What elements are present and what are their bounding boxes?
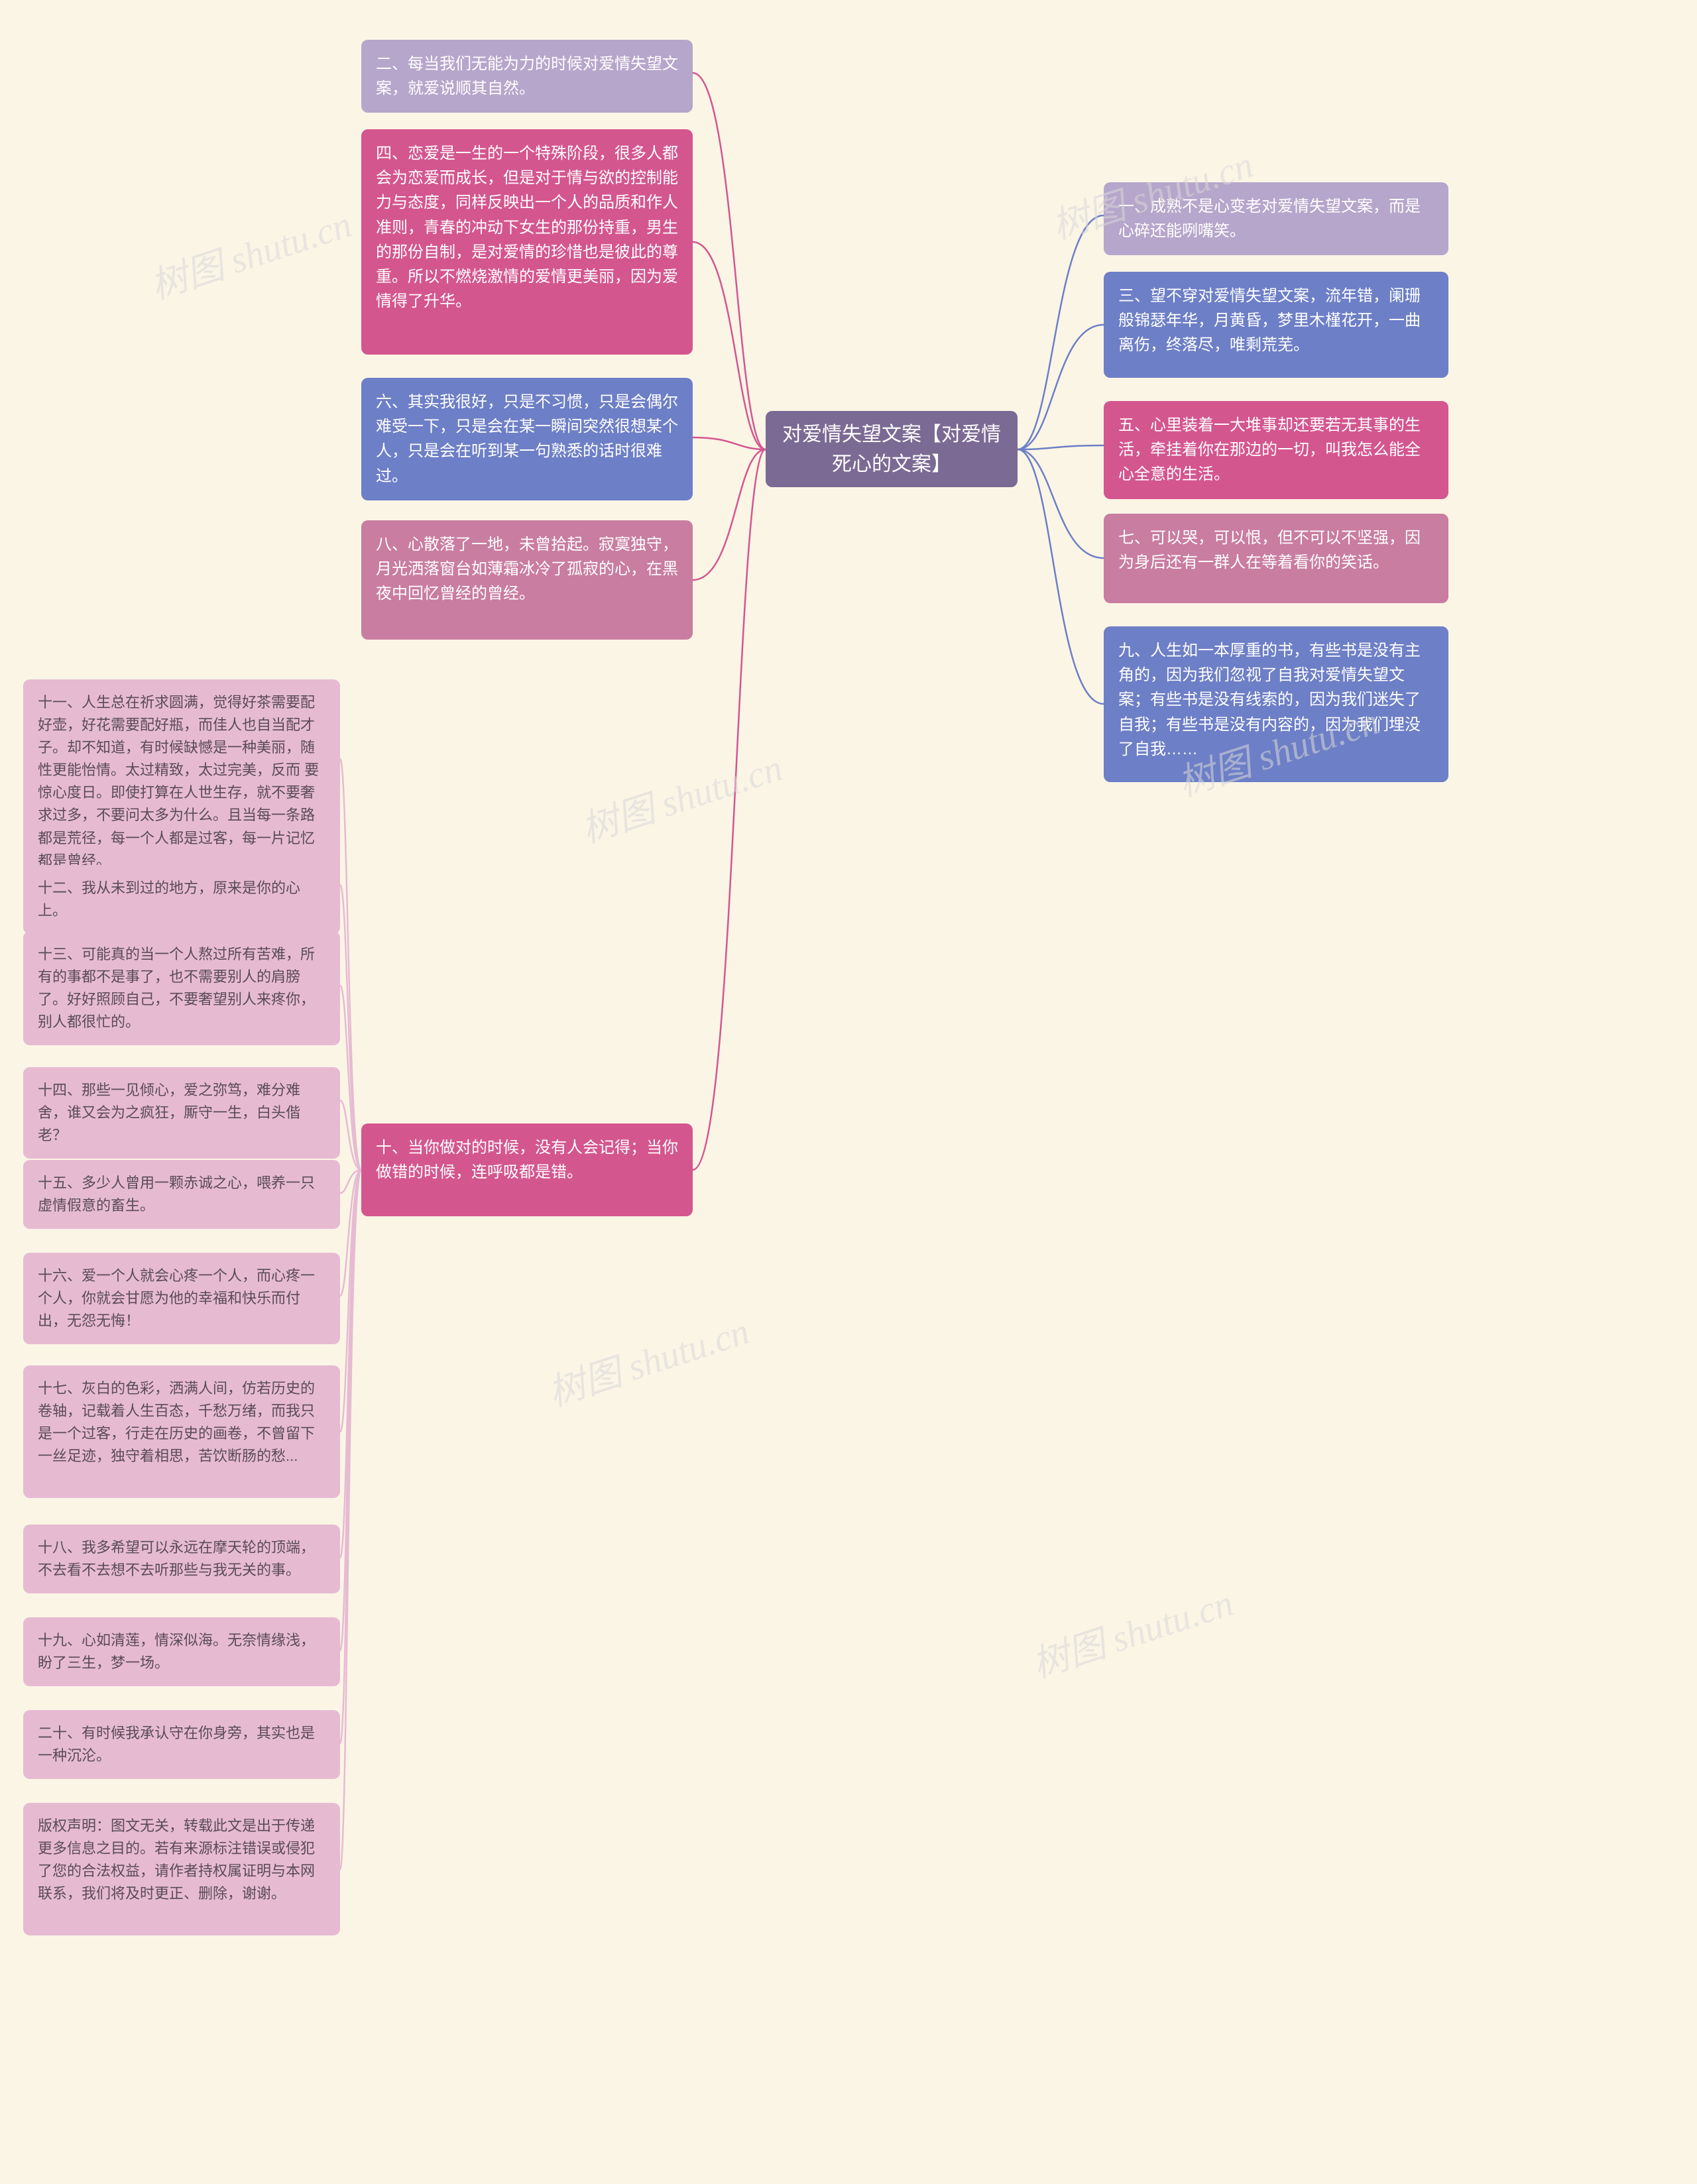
- mindmap-node[interactable]: 八、心散落了一地，未曾拾起。寂寞独守，月光洒落窗台如薄霜冰冷了孤寂的心，在黑夜中…: [361, 520, 693, 640]
- node-text: 七、可以哭，可以恨，但不可以不坚强，因为身后还有一群人在等着看你的笑话。: [1118, 529, 1421, 571]
- node-text: 三、望不穿对爱情失望文案，流年错，阑珊般锦瑟年华，月黄昏，梦里木槿花开，一曲离伤…: [1118, 287, 1421, 354]
- node-text: 十七、灰白的色彩，洒满人间，仿若历史的卷轴，记载着人生百态，千愁万绪，而我只是一…: [38, 1380, 315, 1464]
- mindmap-node[interactable]: 一、成熟不是心变老对爱情失望文案，而是心碎还能咧嘴笑。: [1104, 182, 1448, 255]
- mindmap-node[interactable]: 二、每当我们无能为力的时候对爱情失望文案，就爱说顺其自然。: [361, 40, 693, 113]
- mindmap-node[interactable]: 七、可以哭，可以恨，但不可以不坚强，因为身后还有一群人在等着看你的笑话。: [1104, 514, 1448, 603]
- mindmap-node[interactable]: 十九、心如清莲，情深似海。无奈情缘浅，盼了三生，梦一场。: [23, 1617, 340, 1686]
- node-text: 十五、多少人曾用一颗赤诚之心，喂养一只虚情假意的畜生。: [38, 1175, 315, 1214]
- watermark-text: 树图 shutu.cn: [573, 738, 788, 853]
- mindmap-node[interactable]: 十六、爱一个人就会心疼一个人，而心疼一个人，你就会甘愿为他的幸福和快乐而付出，无…: [23, 1253, 340, 1344]
- mindmap-node[interactable]: 四、恋爱是一生的一个特殊阶段，很多人都会为恋爱而成长，但是对于情与欲的控制能力与…: [361, 129, 693, 355]
- mindmap-node[interactable]: 六、其实我很好，只是不习惯，只是会偶尔难受一下，只是会在某一瞬间突然很想某个人，…: [361, 378, 693, 500]
- mindmap-node[interactable]: 十一、人生总在祈求圆满，觉得好茶需要配好壶，好花需要配好瓶，而佳人也自当配才子。…: [23, 679, 340, 884]
- node-text: 九、人生如一本厚重的书，有些书是没有主角的，因为我们忽视了自我对爱情失望文案；有…: [1118, 642, 1421, 758]
- node-text: 十一、人生总在祈求圆满，觉得好茶需要配好壶，好花需要配好瓶，而佳人也自当配才子。…: [38, 694, 319, 869]
- mindmap-node[interactable]: 九、人生如一本厚重的书，有些书是没有主角的，因为我们忽视了自我对爱情失望文案；有…: [1104, 626, 1448, 782]
- root-node[interactable]: 对爱情失望文案【对爱情死心的文案】: [766, 411, 1018, 487]
- node-text: 十六、爱一个人就会心疼一个人，而心疼一个人，你就会甘愿为他的幸福和快乐而付出，无…: [38, 1267, 315, 1329]
- node-text: 一、成熟不是心变老对爱情失望文案，而是心碎还能咧嘴笑。: [1118, 198, 1421, 240]
- mindmap-node[interactable]: 十八、我多希望可以永远在摩天轮的顶端，不去看不去想不去听那些与我无关的事。: [23, 1524, 340, 1593]
- mindmap-node[interactable]: 十、当你做对的时候，没有人会记得；当你做错的时候，连呼吸都是错。: [361, 1123, 693, 1216]
- mindmap-node[interactable]: 十五、多少人曾用一颗赤诚之心，喂养一只虚情假意的畜生。: [23, 1160, 340, 1229]
- mindmap-node[interactable]: 十三、可能真的当一个人熬过所有苦难，所有的事都不是事了，也不需要别人的肩膀了。好…: [23, 931, 340, 1045]
- root-label: 对爱情失望文案【对爱情死心的文案】: [780, 420, 1003, 479]
- node-text: 十三、可能真的当一个人熬过所有苦难，所有的事都不是事了，也不需要别人的肩膀了。好…: [38, 946, 315, 1030]
- node-text: 十、当你做对的时候，没有人会记得；当你做错的时候，连呼吸都是错。: [376, 1139, 678, 1181]
- mindmap-node[interactable]: 二十、有时候我承认守在你身旁，其实也是一种沉沦。: [23, 1710, 340, 1779]
- mindmap-node[interactable]: 十二、我从未到过的地方，原来是你的心上。: [23, 865, 340, 934]
- mindmap-node[interactable]: 三、望不穿对爱情失望文案，流年错，阑珊般锦瑟年华，月黄昏，梦里木槿花开，一曲离伤…: [1104, 272, 1448, 378]
- watermark-text: 树图 shutu.cn: [143, 194, 357, 310]
- mindmap-node[interactable]: 十四、那些一见倾心，爱之弥笃，难分难舍，谁又会为之疯狂，厮守一生，白头偕老？: [23, 1067, 340, 1159]
- node-text: 二十、有时候我承认守在你身旁，其实也是一种沉沦。: [38, 1725, 315, 1764]
- watermark-text: 树图 shutu.cn: [1024, 1573, 1239, 1688]
- node-text: 版权声明：图文无关，转载此文是出于传递更多信息之目的。若有来源标注错误或侵犯了您…: [38, 1817, 315, 1902]
- watermark-text: 树图 shutu.cn: [540, 1301, 755, 1416]
- mindmap-node[interactable]: 版权声明：图文无关，转载此文是出于传递更多信息之目的。若有来源标注错误或侵犯了您…: [23, 1803, 340, 1935]
- node-text: 十二、我从未到过的地方，原来是你的心上。: [38, 880, 300, 919]
- mindmap-node[interactable]: 十七、灰白的色彩，洒满人间，仿若历史的卷轴，记载着人生百态，千愁万绪，而我只是一…: [23, 1365, 340, 1498]
- node-text: 十八、我多希望可以永远在摩天轮的顶端，不去看不去想不去听那些与我无关的事。: [38, 1539, 315, 1578]
- mindmap-node[interactable]: 五、心里装着一大堆事却还要若无其事的生活，牵挂着你在那边的一切，叫我怎么能全心全…: [1104, 401, 1448, 499]
- node-text: 二、每当我们无能为力的时候对爱情失望文案，就爱说顺其自然。: [376, 55, 678, 97]
- node-text: 十九、心如清莲，情深似海。无奈情缘浅，盼了三生，梦一场。: [38, 1632, 315, 1671]
- node-text: 五、心里装着一大堆事却还要若无其事的生活，牵挂着你在那边的一切，叫我怎么能全心全…: [1118, 416, 1421, 483]
- node-text: 六、其实我很好，只是不习惯，只是会偶尔难受一下，只是会在某一瞬间突然很想某个人，…: [376, 393, 678, 485]
- node-text: 十四、那些一见倾心，爱之弥笃，难分难舍，谁又会为之疯狂，厮守一生，白头偕老？: [38, 1082, 300, 1143]
- node-text: 八、心散落了一地，未曾拾起。寂寞独守，月光洒落窗台如薄霜冰冷了孤寂的心，在黑夜中…: [376, 536, 678, 603]
- node-text: 四、恋爱是一生的一个特殊阶段，很多人都会为恋爱而成长，但是对于情与欲的控制能力与…: [376, 144, 678, 310]
